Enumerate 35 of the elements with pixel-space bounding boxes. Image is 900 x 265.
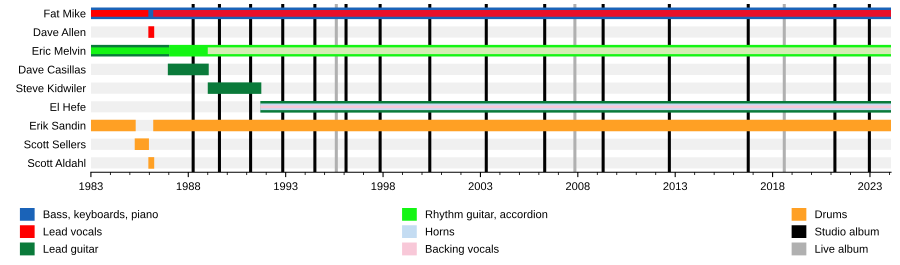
legend-label: Lead vocals <box>44 227 102 236</box>
y-tick-label: Erik Sandin <box>30 121 86 130</box>
bar <box>153 10 891 17</box>
x-tick-label: 2003 <box>468 182 492 190</box>
legend-label: Drums <box>815 210 847 218</box>
bar <box>168 64 209 76</box>
x-tick-label: 2013 <box>663 182 688 190</box>
y-tick-label: Steve Kidwiler <box>16 84 86 92</box>
legend-label: Rhythm guitar, accordion <box>426 210 548 220</box>
x-tick-label: 1993 <box>274 182 298 190</box>
x-tick-label: 1998 <box>372 182 395 190</box>
legend-label: Horns <box>426 228 454 236</box>
legend-label: Backing vocals <box>426 244 499 255</box>
bar <box>208 47 891 54</box>
bar <box>90 120 136 132</box>
bar <box>153 120 891 132</box>
y-tick-label: Scott Aldahl <box>28 158 86 168</box>
y-tick-label: Eric Melvin <box>32 46 86 55</box>
x-tick-label: 2018 <box>760 182 784 190</box>
y-tick-label: Fat Mike <box>44 9 86 18</box>
legend-label: Bass, keyboards, piano <box>44 210 158 220</box>
legend-label: Lead guitar <box>44 244 98 255</box>
bar <box>208 82 262 94</box>
legend-label: Live album <box>815 244 868 253</box>
bar <box>148 157 154 169</box>
x-tick-label: 1988 <box>176 182 200 190</box>
y-tick-label: Dave Casillas <box>19 65 86 74</box>
x-tick-label: 2008 <box>566 182 590 190</box>
y-tick-label: Dave Allen <box>34 28 86 36</box>
bar <box>134 138 149 150</box>
x-tick-label: 1983 <box>79 182 103 190</box>
y-tick-label: Scott Sellers <box>24 140 86 148</box>
legend-label: Studio album <box>815 227 879 236</box>
x-tick-label: 2023 <box>858 182 882 190</box>
y-tick-label: El Hefe <box>50 102 86 111</box>
